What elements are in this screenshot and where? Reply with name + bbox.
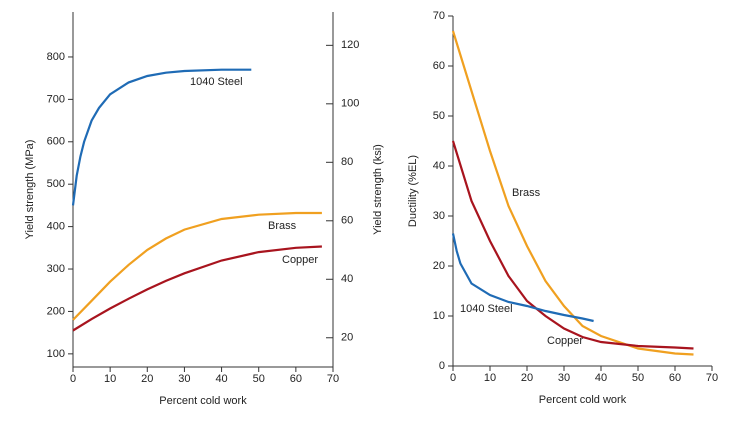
y-tick-label: 30 — [433, 210, 445, 222]
y-tick-label: 70 — [433, 10, 445, 22]
x-tick-label: 70 — [706, 372, 718, 384]
x-tick-label: 60 — [290, 373, 302, 385]
y-tick-label: 300 — [47, 263, 65, 275]
y-axis-label: Yield strength (MPa) — [24, 140, 36, 240]
y-tick-label: 100 — [47, 348, 65, 360]
series-label: Brass — [268, 220, 297, 232]
line — [71, 68, 252, 206]
y2-tick-label: 60 — [341, 215, 353, 227]
x-axis-label: Percent cold work — [539, 394, 627, 406]
x-axis-label: Percent cold work — [159, 395, 247, 407]
y2-tick-label: 80 — [341, 156, 353, 168]
y2-tick-label: 20 — [341, 332, 353, 344]
x-tick-label: 10 — [484, 372, 496, 384]
series-label: Copper — [547, 335, 583, 347]
y2-tick-label: 120 — [341, 39, 359, 51]
y-tick-label: 0 — [439, 360, 445, 372]
series-label: 1040 Steel — [460, 303, 513, 315]
y-tick-label: 600 — [47, 136, 65, 148]
y-tick-label: 50 — [433, 110, 445, 122]
x-tick-label: 40 — [215, 373, 227, 385]
x-tick-label: 50 — [253, 373, 265, 385]
line — [451, 30, 694, 356]
line — [72, 211, 322, 321]
series-label: Brass — [512, 187, 541, 199]
line — [451, 233, 594, 323]
line — [72, 245, 322, 332]
x-tick-label: 10 — [104, 373, 116, 385]
y2-tick-label: 40 — [341, 273, 353, 285]
line — [451, 140, 694, 350]
y-tick-label: 60 — [433, 60, 445, 72]
x-tick-label: 40 — [595, 372, 607, 384]
x-tick-label: 30 — [558, 372, 570, 384]
x-tick-label: 20 — [141, 373, 153, 385]
y-tick-label: 10 — [433, 310, 445, 322]
y-tick-label: 20 — [433, 260, 445, 272]
y-tick-label: 400 — [47, 221, 65, 233]
x-tick-label: 20 — [521, 372, 533, 384]
y-tick-label: 800 — [47, 51, 65, 63]
y2-axis-label: Yield strength (ksi) — [372, 144, 384, 235]
x-tick-label: 70 — [327, 373, 339, 385]
x-tick-label: 50 — [632, 372, 644, 384]
x-tick-label: 0 — [70, 373, 76, 385]
y-tick-label: 40 — [433, 160, 445, 172]
series-label: Copper — [282, 254, 318, 266]
y-tick-label: 200 — [47, 305, 65, 317]
y-tick-label: 700 — [47, 93, 65, 105]
x-tick-label: 30 — [178, 373, 190, 385]
x-tick-label: 60 — [669, 372, 681, 384]
y-tick-label: 500 — [47, 178, 65, 190]
series-label: 1040 Steel — [190, 76, 243, 88]
y-axis-label: Ductility (%EL) — [407, 155, 419, 227]
y2-tick-label: 100 — [341, 98, 359, 110]
x-tick-label: 0 — [450, 372, 456, 384]
